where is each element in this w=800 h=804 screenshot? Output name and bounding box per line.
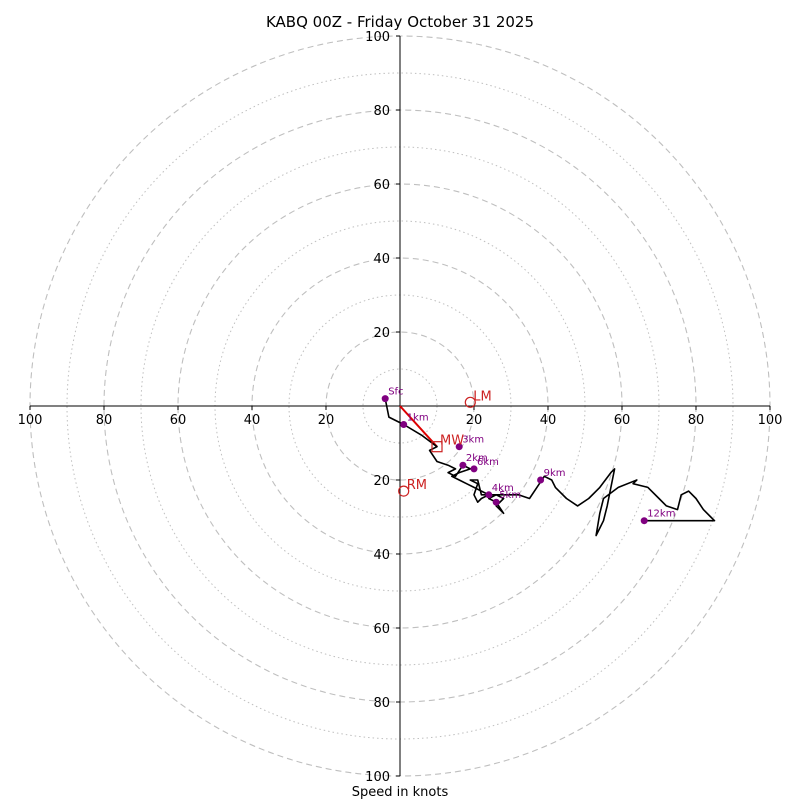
height-marker-Sfc	[381, 395, 389, 403]
storm-label-RM: RM	[407, 478, 427, 493]
y-tick-label: 80	[373, 104, 390, 119]
x-tick-label: 40	[540, 413, 557, 428]
y-tick-label: 60	[373, 622, 390, 637]
height-marker-4km	[485, 491, 493, 499]
y-tick-label: 80	[373, 696, 390, 711]
tick-labels: 100 80 60 40 20 20 40 60 80 100 100 80 60 40 20 20 40 60 8…	[18, 30, 783, 785]
x-tick-label: 80	[96, 413, 113, 428]
storm-label-LM: LM	[473, 389, 491, 404]
x-axis-label: Speed in knots	[352, 785, 449, 800]
x-tick-label: 20	[318, 413, 335, 428]
storm-marker-RM	[398, 485, 410, 497]
height-marker-3km	[455, 443, 463, 451]
storm-marker-MW	[431, 441, 443, 453]
height-marker-2km	[459, 461, 467, 469]
y-tick-label: 20	[373, 474, 390, 489]
height-label-3km: 3km	[462, 435, 484, 446]
storm-marker-LM	[464, 396, 476, 408]
x-tick-label: 20	[466, 413, 483, 428]
y-tick-label: 100	[365, 30, 390, 45]
height-marker-9km	[537, 476, 545, 484]
height-label-2km: 2km	[466, 453, 488, 464]
x-tick-label: 100	[18, 413, 43, 428]
storm-label-MW: MW	[440, 434, 464, 449]
height-label-Sfc: Sfc	[388, 387, 403, 398]
y-tick-label: 20	[373, 326, 390, 341]
height-label-5km: 5km	[499, 490, 521, 501]
y-tick-label: 60	[373, 178, 390, 193]
x-tick-label: 100	[758, 413, 783, 428]
height-marker-12km	[640, 517, 648, 525]
y-tick-label: 40	[373, 252, 390, 267]
height-marker-5km	[492, 498, 500, 506]
height-label-6km: 6km	[477, 457, 499, 468]
x-tick-label: 80	[688, 413, 705, 428]
y-tick-label: 40	[373, 548, 390, 563]
height-label-12km: 12km	[647, 509, 675, 520]
x-tick-label: 60	[614, 413, 631, 428]
height-marker-1km	[400, 421, 408, 428]
height-label-1km: 1km	[407, 413, 429, 424]
x-tick-label: 60	[170, 413, 187, 428]
height-marker-6km	[470, 465, 478, 473]
height-label-9km: 9km	[544, 468, 566, 479]
shear-vector-group	[399, 405, 438, 448]
chart-title: KABQ 00Z - Friday October 31 2025	[266, 13, 534, 31]
shear-vector-line	[399, 405, 438, 448]
storm-motion-markers: LM RM MW	[398, 389, 492, 497]
height-label-4km: 4km	[492, 483, 514, 494]
y-tick-label: 100	[365, 770, 390, 785]
x-tick-label: 40	[244, 413, 261, 428]
